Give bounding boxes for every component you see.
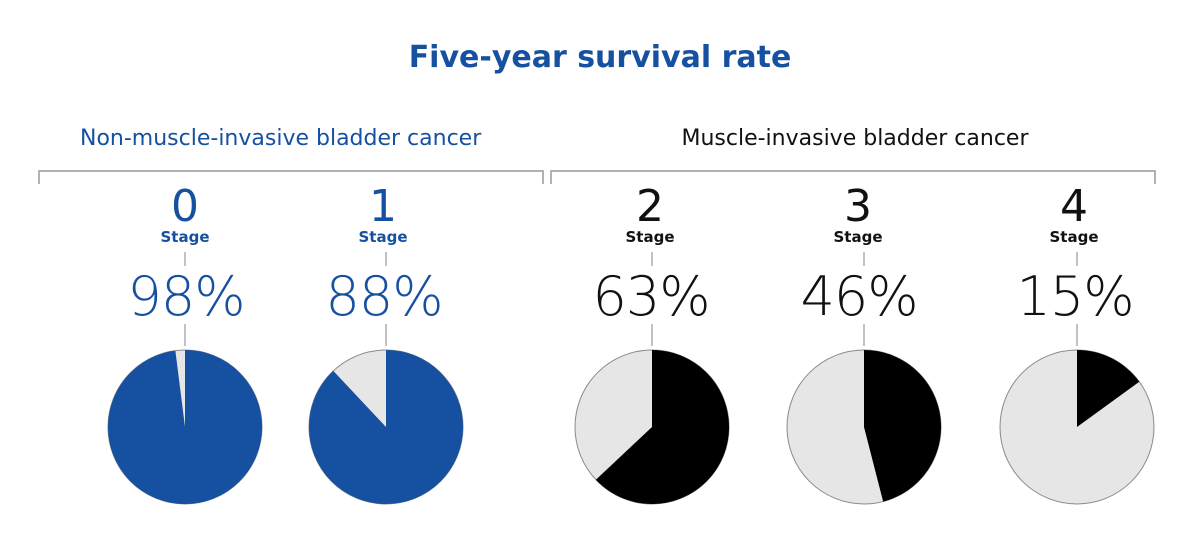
- stage-word-2: Stage: [625, 228, 675, 246]
- group-bracket-non-muscle-invasive: [38, 170, 544, 184]
- stage-number-2: 2: [636, 181, 664, 232]
- stage-word-0: Stage: [160, 228, 210, 246]
- pie-survival-slice-stage-0: [108, 350, 263, 505]
- group-bracket-muscle-invasive: [550, 170, 1156, 184]
- survival-percent-0: 98%: [127, 265, 245, 328]
- survival-percent-1: 88%: [325, 265, 443, 328]
- stage-word-4: Stage: [1049, 228, 1099, 246]
- stage-word-3: Stage: [833, 228, 883, 246]
- group-label-muscle-invasive: Muscle-invasive bladder cancer: [681, 126, 1029, 151]
- stage-number-0: 0: [171, 181, 199, 232]
- survival-percent-2: 63%: [592, 265, 710, 328]
- stage-number-3: 3: [844, 181, 872, 232]
- pie-survival-slice-stage-3: [864, 350, 941, 502]
- pie-survival-slice-stage-2: [595, 350, 730, 504]
- stage-number-4: 4: [1060, 181, 1088, 232]
- stage-number-1: 1: [369, 181, 397, 232]
- pie-survival-slice-stage-1: [309, 350, 464, 504]
- pie-survival-slice-stage-4: [1077, 350, 1140, 427]
- stage-word-1: Stage: [358, 228, 408, 246]
- survival-percent-3: 46%: [800, 265, 918, 328]
- group-label-non-muscle-invasive: Non-muscle-invasive bladder cancer: [80, 126, 482, 151]
- chart-title: Five-year survival rate: [408, 40, 792, 75]
- survival-percent-4: 15%: [1016, 265, 1134, 328]
